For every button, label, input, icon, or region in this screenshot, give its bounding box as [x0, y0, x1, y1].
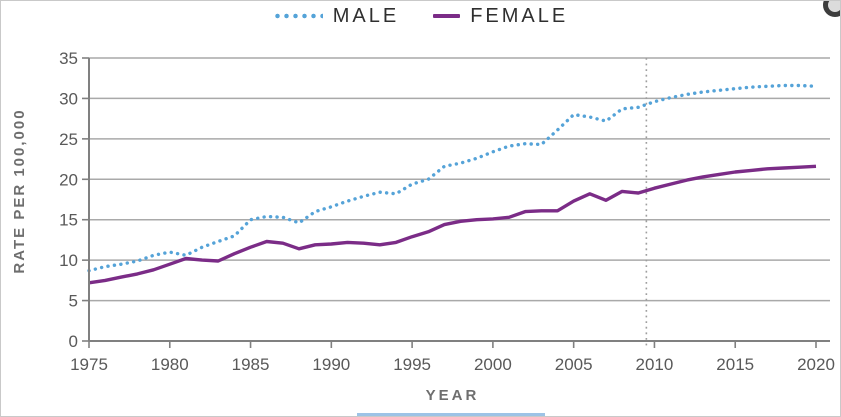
x-tick-label: 2000	[474, 355, 512, 374]
x-tick-label: 1975	[70, 355, 108, 374]
y-tick-label: 10	[59, 251, 78, 270]
y-tick-label: 30	[59, 89, 78, 108]
female-series-line	[88, 164, 817, 285]
x-tick-label: 1980	[151, 355, 189, 374]
legend-label-female: FEMALE	[470, 5, 569, 27]
cropped-bottom-element	[357, 413, 545, 416]
x-tick-label: 2015	[716, 355, 754, 374]
y-tick-label: 15	[59, 211, 78, 230]
x-tick-label: 1985	[232, 355, 270, 374]
x-tick-label: 2005	[555, 355, 593, 374]
x-tick-label: 2020	[797, 355, 835, 374]
chart-legend: MALE FEMALE	[1, 3, 840, 29]
y-tick-label: 0	[69, 332, 78, 351]
x-tick-label: 2010	[636, 355, 674, 374]
circle-badge-icon[interactable]	[823, 1, 840, 17]
x-tick-label: 1990	[312, 355, 350, 374]
x-axis-title: YEAR	[425, 387, 480, 404]
y-tick-label: 35	[59, 49, 78, 68]
y-tick-label: 25	[59, 130, 78, 149]
y-tick-label: 20	[59, 170, 78, 189]
legend-label-male: MALE	[332, 5, 400, 27]
y-tick-label: 5	[69, 292, 78, 311]
male-series-line	[87, 83, 818, 273]
legend-item-female: FEMALE	[433, 6, 568, 26]
legend-item-male: MALE	[272, 5, 400, 27]
male-dotted-line-marker	[272, 13, 323, 19]
female-solid-line-marker	[433, 14, 461, 18]
x-tick-label: 1995	[393, 355, 431, 374]
